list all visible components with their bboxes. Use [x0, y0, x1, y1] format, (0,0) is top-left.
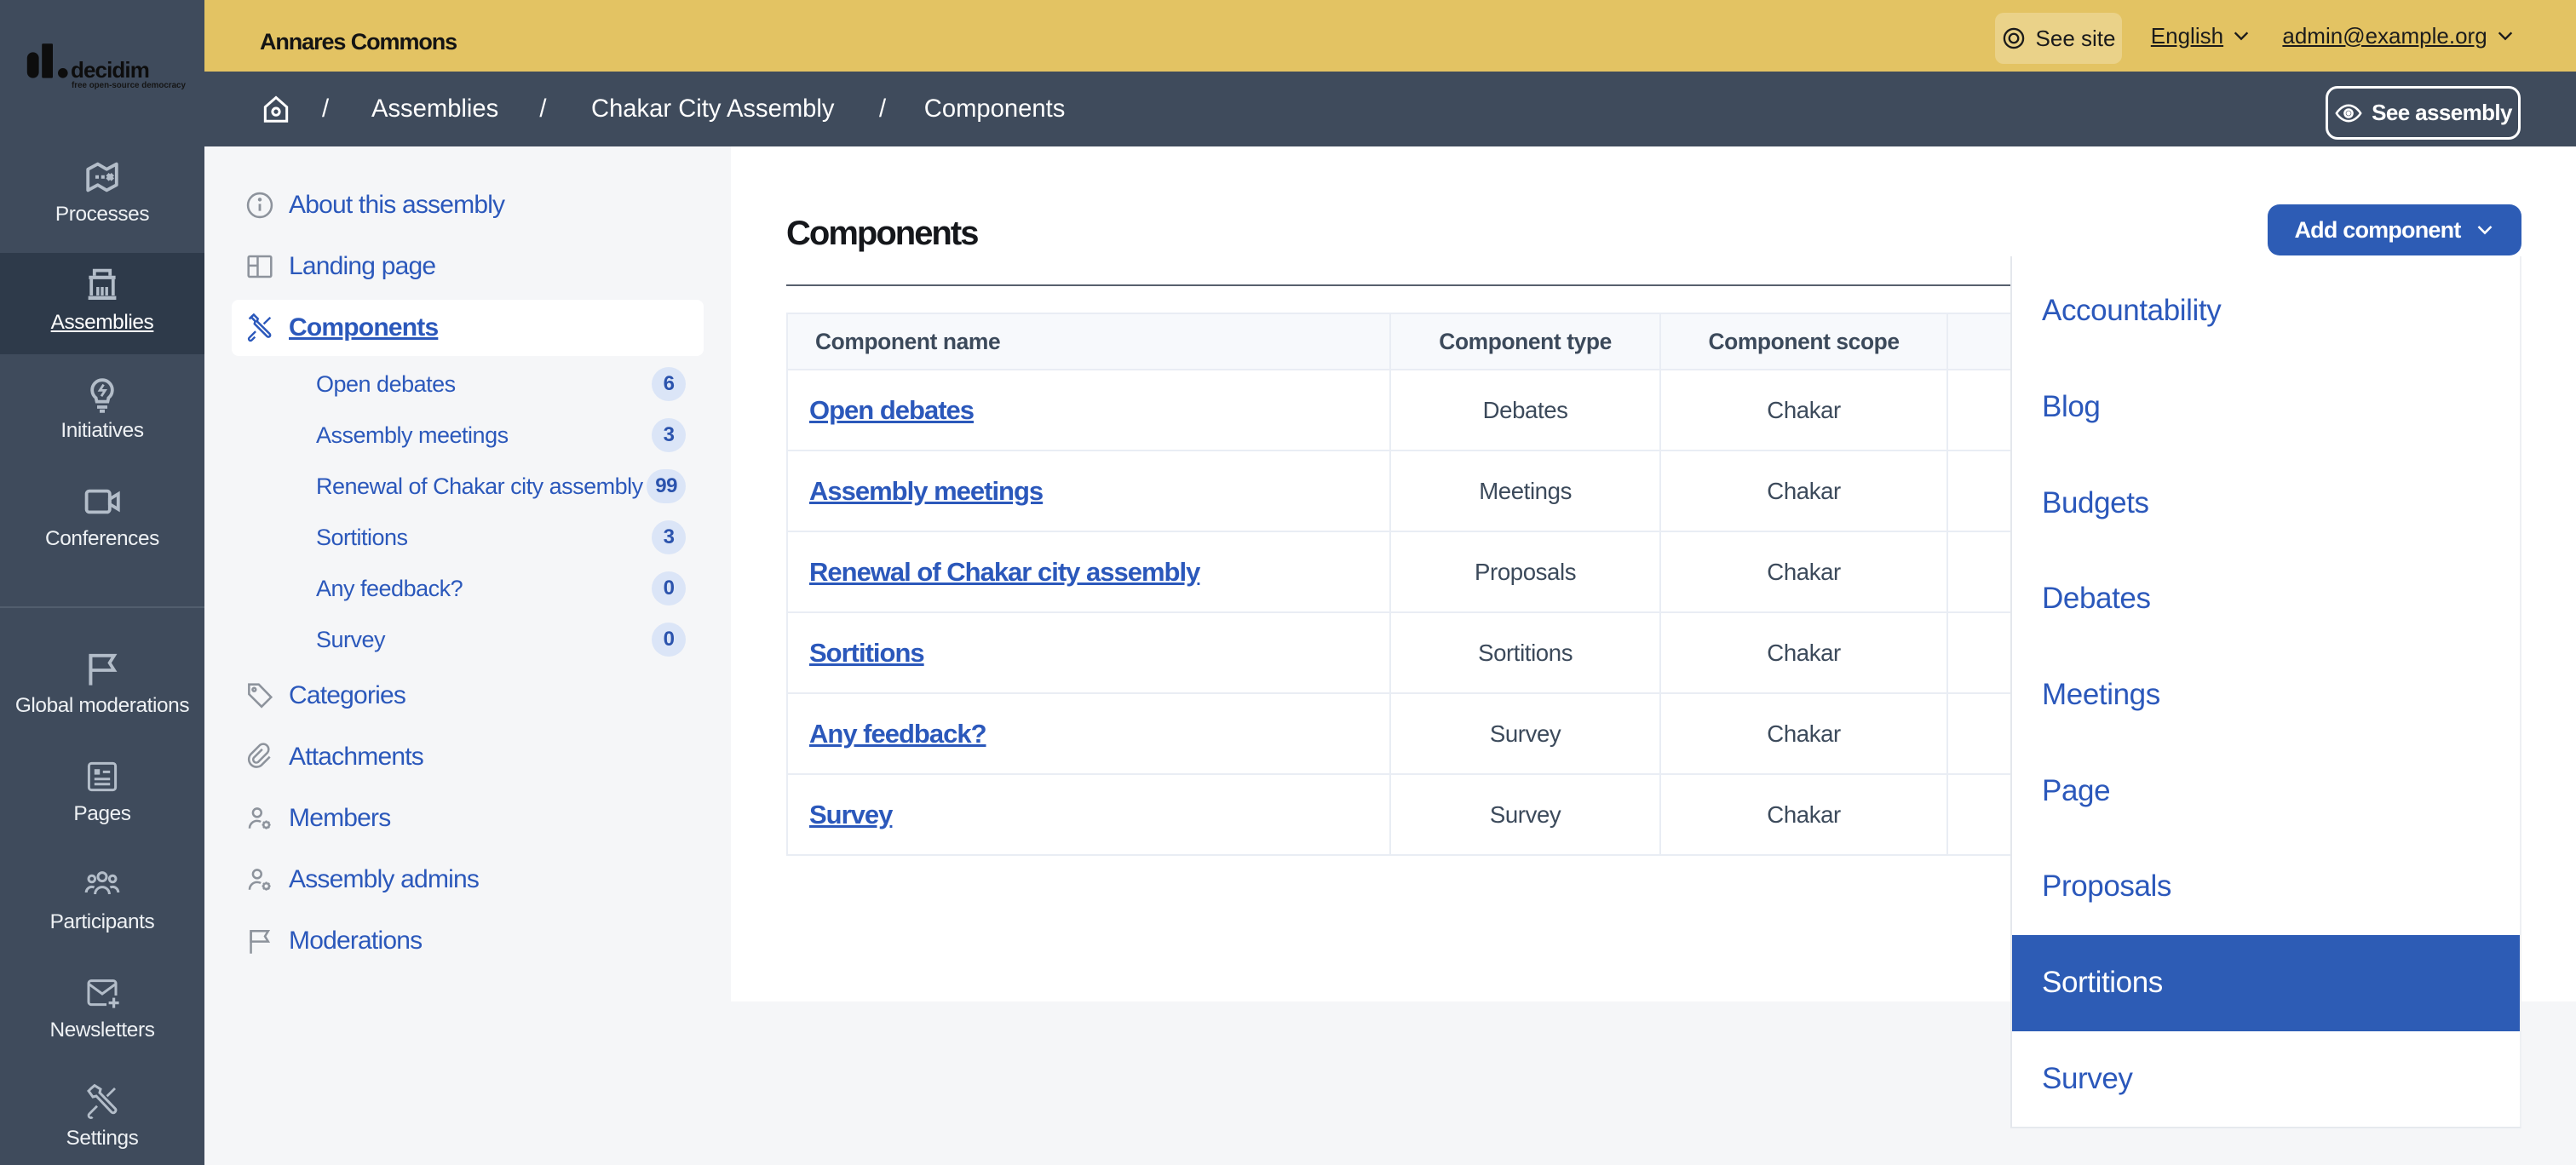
svg-text:decidim: decidim: [71, 57, 149, 83]
svg-text:free open-source democracy: free open-source democracy: [72, 81, 186, 90]
